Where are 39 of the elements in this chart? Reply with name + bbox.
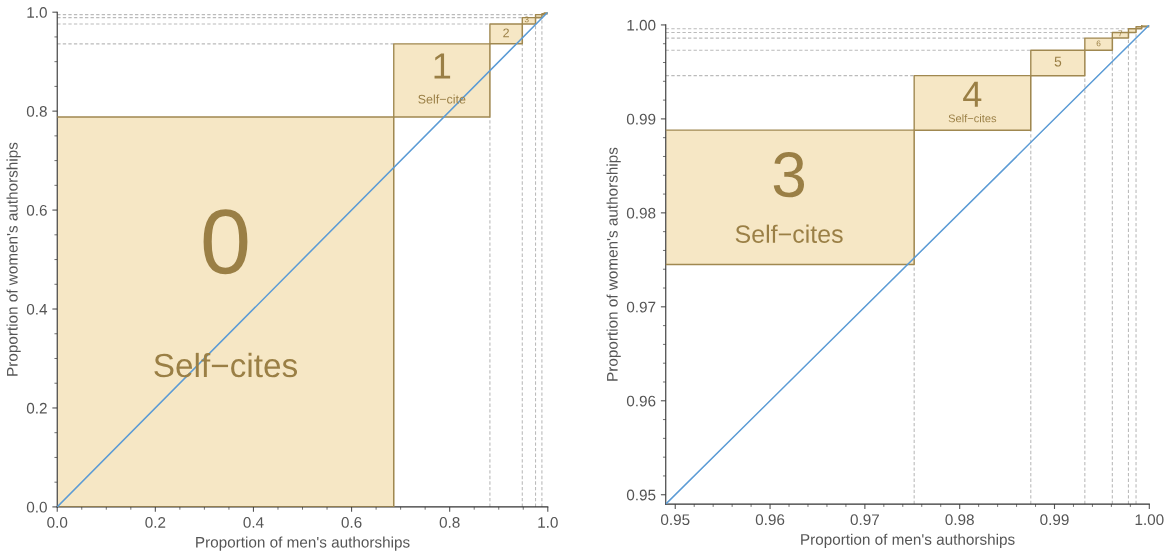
x-tick-label: 0.2 [145,517,166,528]
x-axis-title: Proportion of men's authorships [196,536,410,551]
x-tick-label: 0.95 [660,514,690,526]
x-tick-label: 0.8 [439,517,460,528]
y-tick-label: 0.0 [26,501,47,513]
x-tick-label: 0.97 [850,514,879,526]
annotation: 3 [773,152,805,198]
y-tick-label: 0.98 [626,207,656,219]
y-axis-title: Proportion of women's authorships [606,147,621,381]
annotation: 3 [524,16,529,23]
y-tick-label: 0.4 [26,303,48,315]
x-tick-label: 1.00 [1135,514,1164,526]
y-tick-label: 0.6 [26,204,47,216]
annotation: 7 [1118,30,1123,37]
x-tick-label: 1.0 [538,517,558,528]
x-tick-label: 0.0 [47,517,68,528]
y-tick-label: 1.0 [27,7,47,18]
y-axis-title: Proportion of women's authorships [6,142,21,376]
y-tick-label: 0.8 [26,106,47,117]
y-tick-label: 0.2 [26,402,47,414]
annotation: 4 [963,81,982,107]
y-tick-label: 0.97 [626,301,656,313]
x-tick-label: 0.6 [341,517,362,528]
x-tick-label: 0.96 [755,514,785,526]
annotation: Self−cites [948,114,997,123]
annotation: Self−cites [735,224,843,243]
annotation: 2 [503,28,509,38]
annotation: 0 [203,209,248,275]
x-tick-label: 0.4 [243,517,264,528]
annotation: 1 [434,53,451,79]
y-tick-label: 0.96 [626,395,656,407]
y-tick-label: 0.99 [626,113,656,125]
annotation: 5 [1054,56,1062,67]
y-tick-label: 0.95 [626,489,656,501]
x-tick-label: 0.98 [945,514,974,526]
y-tick-label: 1.00 [627,19,656,31]
annotation: 6 [1096,40,1101,47]
x-axis-title: Proportion of men's authorships [801,533,1015,548]
x-tick-label: 0.99 [1040,514,1069,526]
